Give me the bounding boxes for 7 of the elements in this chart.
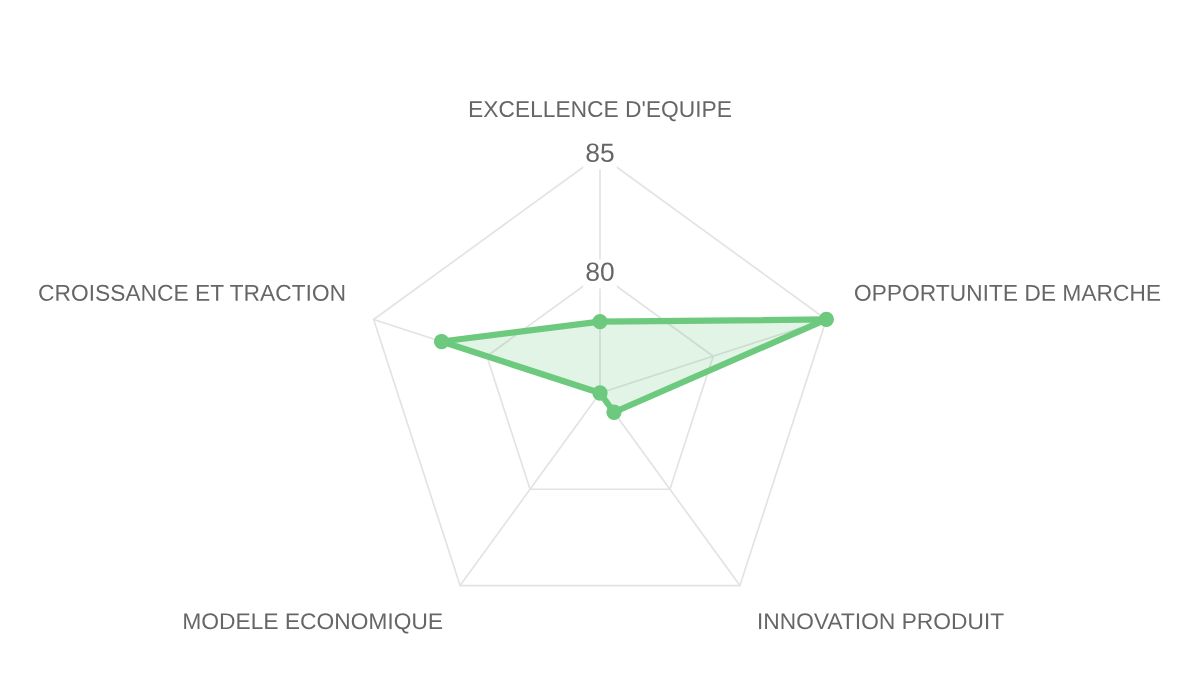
spoke-label: CROISSANCE ET TRACTION <box>39 284 345 301</box>
y-tick-label: 85 <box>586 143 614 163</box>
y-tick-label: 80 <box>586 262 614 282</box>
spoke-label: INNOVATION PRODUIT <box>759 613 1004 630</box>
spoke-label: MODELE ECONOMIQUE <box>184 613 443 634</box>
spoke-label: EXCELLENCE D'EQUIPE <box>469 100 731 122</box>
spoke-label: OPPORTUNITE DE MARCHE <box>855 284 1161 301</box>
